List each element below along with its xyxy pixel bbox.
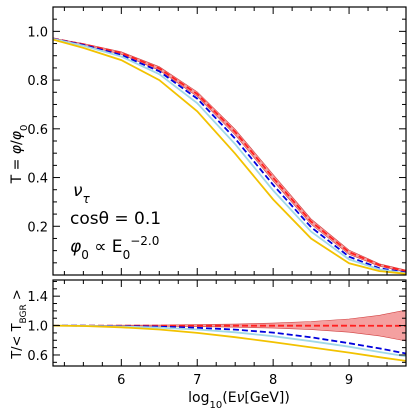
main-y-tick-label: 1.0 [27, 25, 48, 40]
main-y-tick-label: 0.6 [27, 123, 48, 138]
main-series-line-1 [53, 37, 406, 272]
x-axis-label: log10(Eν[GeV]) [188, 390, 290, 411]
ratio-y-axis-label: T/< TBGR > [10, 289, 29, 360]
ratio-panel: 0.6 1.0 1.4 6 7 8 9 [27, 279, 407, 388]
annotation-spectrum: φ0 ∝ E0−2.0 [70, 234, 159, 262]
ratio-y-tick-label: 0.6 [27, 349, 48, 364]
main-y-tick-label: 0.4 [27, 172, 48, 187]
main-series-band-0 [53, 37, 406, 273]
main-y-axis-label: T = φ/φ0 [9, 125, 30, 185]
annotation-flavor: ντ [73, 181, 91, 206]
ratio-x-tick-label: 8 [269, 373, 277, 388]
annotation-angle: cosθ = 0.1 [70, 209, 161, 229]
main-panel: 0.2 0.4 0.6 0.8 1.0 [27, 6, 407, 276]
main-series-line-2 [53, 37, 406, 274]
ratio-y-tick-label: 1.0 [27, 320, 48, 335]
main-plot-area [53, 37, 406, 275]
main-frame [52, 6, 407, 276]
ratio-frame [52, 279, 407, 367]
ratio-y-tick-label: 1.4 [27, 290, 48, 305]
ratio-x-tick-label: 9 [345, 373, 353, 388]
main-y-tick-label: 0.2 [27, 220, 48, 235]
main-series-line-3 [53, 38, 406, 275]
main-y-tick-label: 0.8 [27, 74, 48, 89]
ratio-x-tick-label: 6 [117, 373, 125, 388]
ratio-plot-area [53, 309, 406, 362]
ratio-x-tick-label: 7 [193, 373, 201, 388]
ratio-series-line-4 [53, 324, 406, 362]
main-series-line-4 [53, 38, 406, 275]
